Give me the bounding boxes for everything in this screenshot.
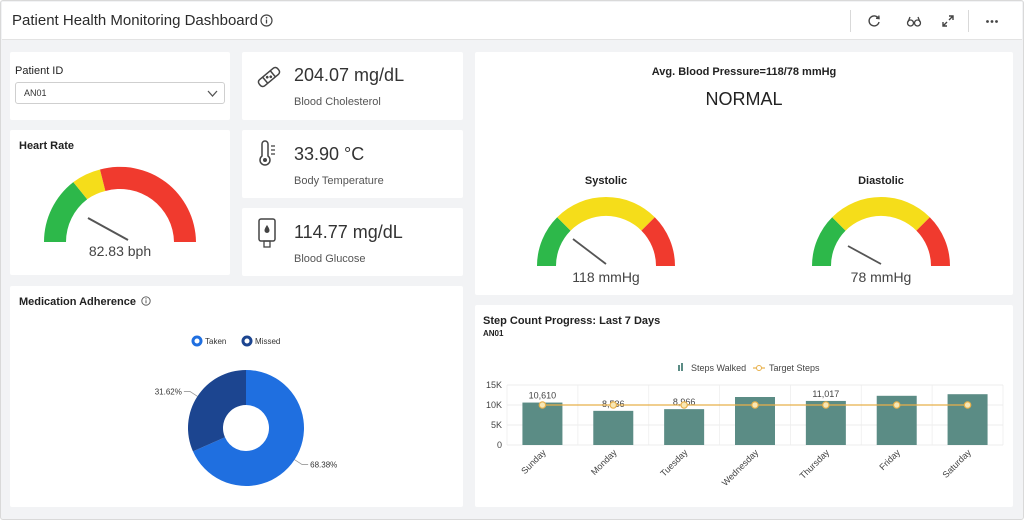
bar-data-label: 10,610 <box>529 391 557 401</box>
gauge-segment-mid <box>73 169 106 200</box>
more-icon[interactable] <box>984 13 1000 29</box>
y-tick-label: 0 <box>497 440 502 450</box>
bar-tuesday[interactable] <box>664 409 705 445</box>
view-icon[interactable] <box>906 13 922 29</box>
systolic-label: Systolic <box>584 175 628 187</box>
step-count-card: Step Count Progress: Last 7 Days AN01 St… <box>475 305 1013 507</box>
legend-marker <box>241 335 253 347</box>
bar-sunday[interactable] <box>522 402 563 445</box>
refresh-icon[interactable] <box>866 13 882 29</box>
medication-donut-chart: 68.38% 31.62% Taken Missed <box>155 335 337 486</box>
gauge-segment-mid <box>832 196 930 231</box>
x-tick-label: Saturday <box>940 447 973 480</box>
legend-label[interactable]: Taken <box>205 337 226 346</box>
gauge-segment-low <box>44 182 88 242</box>
y-tick-label: 10K <box>486 400 502 410</box>
y-tick-label: 15K <box>486 380 502 390</box>
target-point[interactable] <box>609 401 618 409</box>
gauge-segment-low <box>812 217 846 266</box>
temperature-card: 33.90 °C Body Temperature <box>242 130 463 198</box>
diastolic-label: Diastolic <box>858 175 904 187</box>
systolic-gauge <box>537 196 675 266</box>
x-tick-label: Monday <box>589 447 619 477</box>
x-tick-label: Sunday <box>519 447 548 476</box>
glucose-value: 114.77 mg/dL <box>294 222 403 242</box>
step-count-title: Step Count Progress: Last 7 Days <box>483 315 661 327</box>
temperature-value: 33.90 °C <box>294 144 365 164</box>
x-tick-label: Tuesday <box>658 447 690 479</box>
legend-label[interactable]: Target Steps <box>769 363 820 373</box>
x-tick-label: Friday <box>877 447 902 472</box>
thermometer-icon <box>259 140 275 166</box>
gauge-segment-high <box>916 217 950 266</box>
patient-id-label: Patient ID <box>15 65 64 77</box>
gauge-segment-mid <box>557 196 655 231</box>
glucose-label: Blood Glucose <box>294 253 366 265</box>
legend-marker <box>678 365 680 371</box>
patient-id-select[interactable]: AN01 <box>15 82 225 104</box>
header-divider <box>850 10 851 32</box>
target-point[interactable] <box>680 401 688 409</box>
chevron-down-icon <box>207 90 218 97</box>
target-point[interactable] <box>822 401 830 409</box>
medication-title: Medication Adherence <box>19 296 136 308</box>
temperature-label: Body Temperature <box>294 175 384 187</box>
blood-pressure-title: Avg. Blood Pressure=118/78 mmHg <box>651 66 837 78</box>
target-point[interactable] <box>751 401 759 409</box>
donut-data-label: 68.38% <box>310 461 337 470</box>
heart-rate-title: Heart Rate <box>19 140 75 152</box>
step-count-subtitle: AN01 <box>483 329 504 338</box>
target-point[interactable] <box>538 401 547 409</box>
glucose-meter-icon <box>258 218 276 248</box>
donut-slice-missed <box>188 370 246 452</box>
patient-id-card: Patient ID AN01 <box>10 52 230 120</box>
gauge-segment-high <box>100 166 196 242</box>
bandage-icon <box>257 66 281 88</box>
page-title: Patient Health Monitoring Dashboard <box>12 12 258 29</box>
expand-icon[interactable] <box>940 13 956 29</box>
medication-card: Medication Adherence 68.38% 31.62% Taken Mi… <box>10 286 463 507</box>
x-tick-label: Wednesday <box>720 447 761 488</box>
blood-pressure-status: NORMAL <box>705 89 783 109</box>
bar-monday[interactable] <box>593 410 634 445</box>
cholesterol-value: 204.07 mg/dL <box>294 65 405 85</box>
info-icon[interactable] <box>260 14 273 27</box>
dashboard-header: Patient Health Monitoring Dashboard <box>2 2 1022 40</box>
gauge-segment-high <box>641 217 675 266</box>
target-point[interactable] <box>892 401 901 409</box>
diastolic-gauge <box>812 196 950 266</box>
glucose-card: 114.77 mg/dL Blood Glucose <box>242 208 463 276</box>
legend-marker <box>756 365 762 371</box>
heart-rate-gauge <box>44 166 196 242</box>
legend-label[interactable]: Missed <box>255 337 280 346</box>
bar-data-label: 11,017 <box>812 389 839 399</box>
target-point[interactable] <box>963 401 972 409</box>
donut-leader-line <box>294 459 309 465</box>
patient-id-value: AN01 <box>24 88 47 98</box>
gauge-needle <box>87 217 129 241</box>
cholesterol-card: 204.07 mg/dL Blood Cholesterol <box>242 52 463 120</box>
diastolic-value: 78 mmHg <box>850 269 912 285</box>
legend-label[interactable]: Steps Walked <box>691 363 746 373</box>
x-tick-label: Thursday <box>798 447 832 481</box>
donut-data-label: 31.62% <box>155 387 182 396</box>
gauge-needle <box>847 245 882 265</box>
donut-slice-taken <box>192 370 305 486</box>
info-icon[interactable] <box>141 296 151 306</box>
cholesterol-label: Blood Cholesterol <box>294 96 381 108</box>
legend-marker <box>191 335 203 347</box>
blood-pressure-card: Avg. Blood Pressure=118/78 mmHg NORMAL S… <box>475 52 1013 295</box>
heart-rate-value: 82.83 bph <box>88 243 152 259</box>
donut-leader-line <box>183 391 198 397</box>
header-divider <box>968 10 969 32</box>
y-tick-label: 5K <box>491 420 502 430</box>
heart-rate-card: Heart Rate 82.83 bph <box>10 130 230 275</box>
gauge-needle <box>572 238 607 265</box>
legend-marker <box>681 363 683 371</box>
systolic-value: 118 mmHg <box>572 269 640 285</box>
gauge-segment-low <box>537 217 571 266</box>
step-count-chart: Steps Walked Target Steps 0 5K 10K 15K 10,610 S… <box>486 363 1004 488</box>
